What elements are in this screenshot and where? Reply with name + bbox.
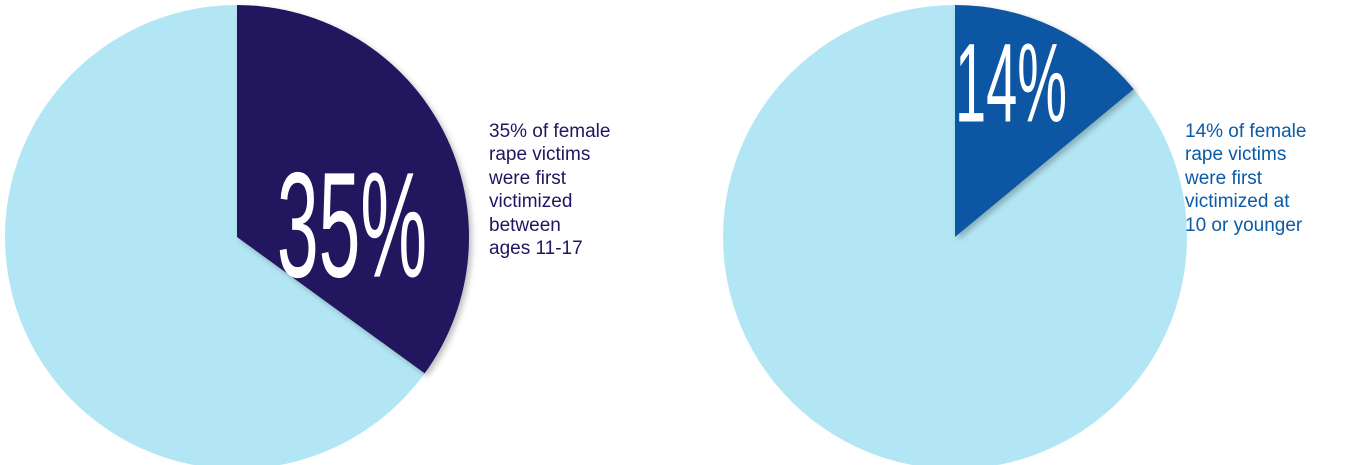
caption-line: 14% of female: [1185, 121, 1307, 142]
caption-line: ages 11-17: [489, 238, 583, 260]
pie-slice-remainder: [5, 5, 425, 465]
caption-line: between: [489, 214, 561, 236]
caption-line: victimized: [489, 191, 573, 213]
slice-percentage-label: 35%: [277, 143, 427, 310]
caption-ages-11-17: 35% of female rape victims were first vi…: [489, 120, 610, 260]
caption-line: were first: [1185, 167, 1263, 189]
caption-line: rape victims: [1185, 144, 1287, 166]
caption-line: victimized at: [1185, 191, 1290, 213]
caption-line: rape victims: [489, 144, 591, 166]
slice-percentage-label: 14%: [955, 20, 1067, 145]
caption-line: 10 or younger: [1185, 214, 1303, 236]
caption-line: 35% of female: [489, 121, 611, 142]
caption-line: were first: [489, 167, 567, 189]
pie-chart-ages-11-17: 35%: [5, 5, 469, 465]
pie-slice-highlight: [237, 5, 469, 374]
caption-age-10-or-younger: 14% of female rape victims were first vi…: [1185, 120, 1306, 237]
pie-slice-highlight: [955, 5, 1134, 237]
pie-slice-remainder: [723, 5, 1187, 465]
pie-chart-age-10-or-younger: 14%: [723, 5, 1187, 465]
